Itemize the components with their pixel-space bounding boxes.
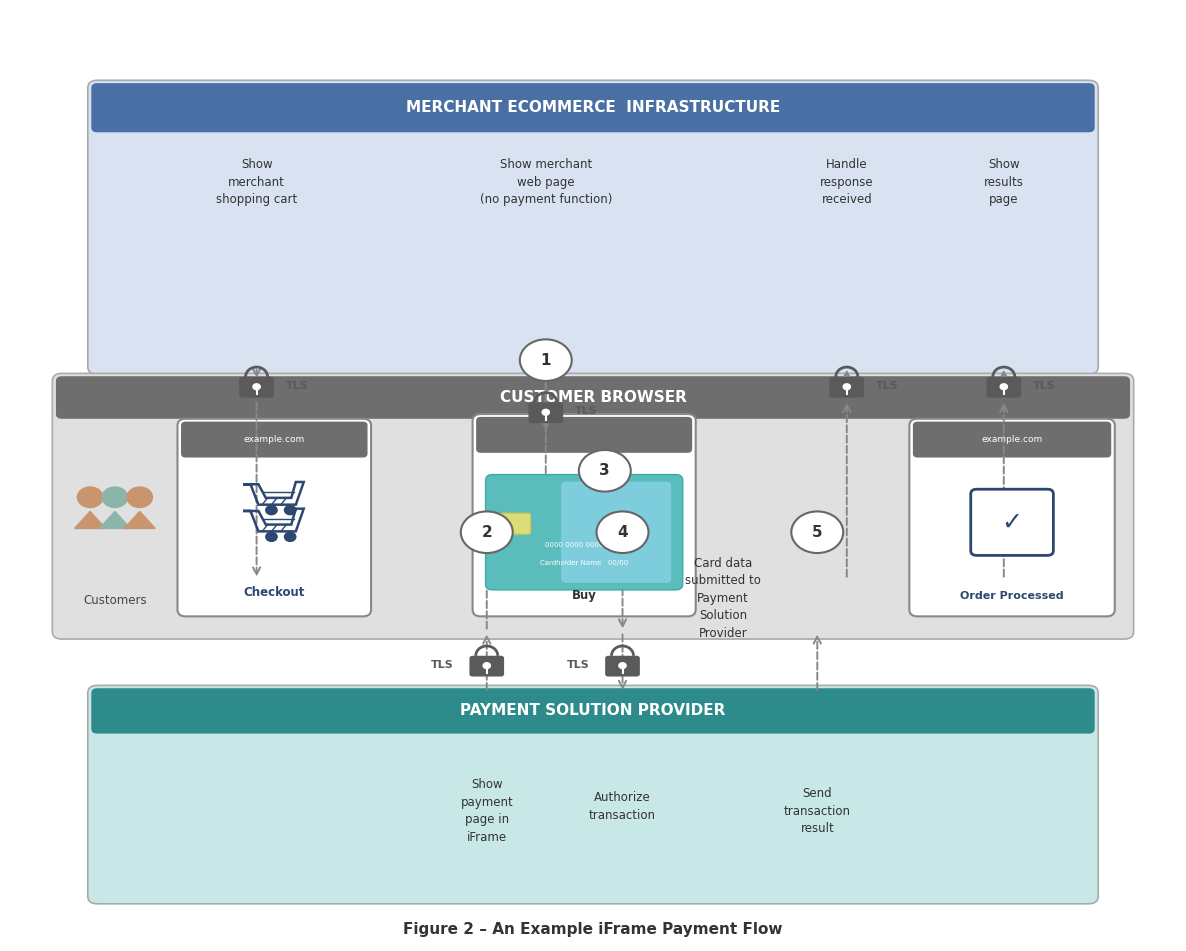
Text: TLS: TLS	[575, 406, 598, 417]
Text: Show
results
page: Show results page	[984, 159, 1024, 206]
Circle shape	[266, 506, 278, 514]
Circle shape	[127, 487, 153, 508]
FancyBboxPatch shape	[240, 378, 273, 397]
Circle shape	[102, 487, 128, 508]
Circle shape	[77, 487, 103, 508]
FancyBboxPatch shape	[470, 656, 503, 676]
Circle shape	[253, 384, 260, 390]
FancyBboxPatch shape	[181, 421, 368, 457]
FancyBboxPatch shape	[485, 475, 683, 590]
Text: PAYMENT SOLUTION PROVIDER: PAYMENT SOLUTION PROVIDER	[460, 704, 726, 718]
Polygon shape	[100, 512, 130, 529]
Circle shape	[597, 512, 649, 553]
Text: Buy: Buy	[572, 589, 597, 602]
FancyBboxPatch shape	[910, 418, 1115, 616]
Text: TLS: TLS	[431, 660, 454, 670]
Text: example.com: example.com	[982, 435, 1042, 444]
Text: Show
payment
page in
iFrame: Show payment page in iFrame	[460, 778, 514, 844]
Text: example.com: example.com	[243, 435, 305, 444]
FancyBboxPatch shape	[178, 418, 371, 616]
Circle shape	[843, 384, 850, 390]
Circle shape	[1000, 384, 1007, 390]
FancyBboxPatch shape	[529, 403, 562, 422]
FancyBboxPatch shape	[88, 686, 1098, 903]
Circle shape	[285, 533, 295, 541]
Text: Show merchant
web page
(no payment function): Show merchant web page (no payment funct…	[479, 159, 612, 206]
Text: Figure 2 – An Example iFrame Payment Flow: Figure 2 – An Example iFrame Payment Flo…	[403, 922, 783, 937]
Text: TLS: TLS	[876, 380, 899, 391]
Text: Order Processed: Order Processed	[961, 591, 1064, 601]
Text: Cardholder Name   00/00: Cardholder Name 00/00	[540, 560, 629, 567]
Text: 0000 0000 0000 0000: 0000 0000 0000 0000	[544, 542, 624, 548]
Text: 5: 5	[812, 525, 823, 540]
Circle shape	[579, 450, 631, 492]
Text: Customers: Customers	[83, 593, 147, 607]
Text: TLS: TLS	[1033, 380, 1056, 391]
FancyBboxPatch shape	[91, 83, 1095, 132]
FancyBboxPatch shape	[472, 414, 696, 616]
Text: Authorize
transaction: Authorize transaction	[589, 791, 656, 822]
Circle shape	[461, 512, 512, 553]
Text: TLS: TLS	[286, 380, 308, 391]
Circle shape	[791, 512, 843, 553]
Text: MERCHANT ECOMMERCE  INFRASTRUCTURE: MERCHANT ECOMMERCE INFRASTRUCTURE	[406, 100, 780, 115]
FancyBboxPatch shape	[476, 417, 693, 453]
Text: Show
merchant
shopping cart: Show merchant shopping cart	[216, 159, 298, 206]
FancyBboxPatch shape	[52, 374, 1134, 639]
Text: CUSTOMER BROWSER: CUSTOMER BROWSER	[499, 390, 687, 405]
Text: 2: 2	[482, 525, 492, 540]
FancyBboxPatch shape	[987, 378, 1020, 397]
FancyBboxPatch shape	[971, 489, 1053, 555]
Text: 3: 3	[599, 463, 610, 478]
Circle shape	[483, 663, 490, 669]
Circle shape	[519, 340, 572, 381]
FancyBboxPatch shape	[499, 514, 530, 534]
Polygon shape	[125, 512, 155, 529]
Circle shape	[266, 533, 278, 541]
FancyBboxPatch shape	[91, 689, 1095, 733]
FancyBboxPatch shape	[561, 481, 671, 583]
Text: Checkout: Checkout	[243, 586, 305, 599]
Text: TLS: TLS	[567, 660, 589, 670]
FancyBboxPatch shape	[830, 378, 863, 397]
Text: 1: 1	[541, 353, 551, 368]
FancyBboxPatch shape	[606, 656, 639, 676]
Polygon shape	[75, 512, 106, 529]
Text: ✓: ✓	[1001, 511, 1022, 534]
Circle shape	[285, 506, 295, 514]
Text: Handle
response
received: Handle response received	[820, 159, 874, 206]
Circle shape	[542, 409, 549, 416]
Text: Send
transaction
result: Send transaction result	[784, 787, 850, 835]
Text: 4: 4	[617, 525, 627, 540]
FancyBboxPatch shape	[913, 421, 1111, 457]
FancyBboxPatch shape	[56, 377, 1130, 418]
Text: Card data
submitted to
Payment
Solution
Provider: Card data submitted to Payment Solution …	[684, 557, 760, 640]
Circle shape	[619, 663, 626, 669]
FancyBboxPatch shape	[88, 80, 1098, 375]
